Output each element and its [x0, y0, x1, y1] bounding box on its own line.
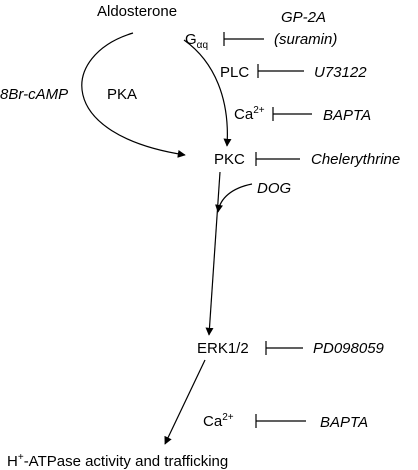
inhibition-gp2a: [223, 32, 264, 46]
inhibition-pd098059: [265, 341, 303, 355]
inhibition-bapta-upper: [272, 107, 312, 121]
gaq-subscript: αq: [197, 40, 208, 51]
pka-label: PKA: [107, 86, 137, 103]
calcium-superscript-lower: 2+: [222, 412, 234, 423]
gaq-label: Gαq: [185, 31, 208, 51]
gp2a-label: GP-2A: [281, 9, 326, 26]
inhibition-chelerythrine: [255, 152, 300, 166]
arrow-pkc-to-erk: [205, 171, 221, 336]
erk-label: ERK1/2: [197, 340, 249, 357]
arrow-erk-to-h-atpase: [164, 359, 206, 445]
inhibition-u73122: [257, 64, 304, 78]
suramin-label: (suramin): [274, 31, 337, 48]
h-atpase-superscript: +: [18, 452, 24, 463]
h-atpase-rest: -ATPase activity and trafficking: [24, 453, 229, 470]
calcium-label-upper: Ca2+: [234, 105, 265, 123]
pkc-label: PKC: [214, 151, 245, 168]
h-atpase-label: H+-ATPase activity and trafficking: [7, 452, 228, 470]
calcium-label-lower: Ca2+: [203, 412, 234, 430]
camp-label: 8Br-cAMP: [0, 86, 68, 103]
bapta-label-upper: BAPTA: [323, 107, 371, 124]
aldosterone-label: Aldosterone: [97, 3, 177, 20]
inhibition-bapta-lower: [255, 414, 306, 428]
arrow-gaq-to-pkc: [183, 39, 232, 147]
dog-label: DOG: [257, 180, 292, 197]
arrow-aldosterone-to-pkc-via-pka: [81, 32, 186, 158]
h-atpase-h: H: [7, 453, 18, 470]
plc-label: PLC: [220, 64, 249, 81]
bapta-label-lower: BAPTA: [320, 414, 368, 431]
calcium-superscript-upper: 2+: [253, 105, 265, 116]
gaq-main: G: [185, 31, 197, 48]
chelerythrine-label: Chelerythrine: [311, 151, 400, 168]
arrow-dog-to-pkc-pathway: [215, 183, 253, 213]
pd098059-label: PD098059: [313, 340, 385, 357]
calcium-main-lower: Ca: [203, 413, 223, 430]
u73122-label: U73122: [314, 64, 367, 81]
calcium-main-upper: Ca: [234, 106, 254, 123]
